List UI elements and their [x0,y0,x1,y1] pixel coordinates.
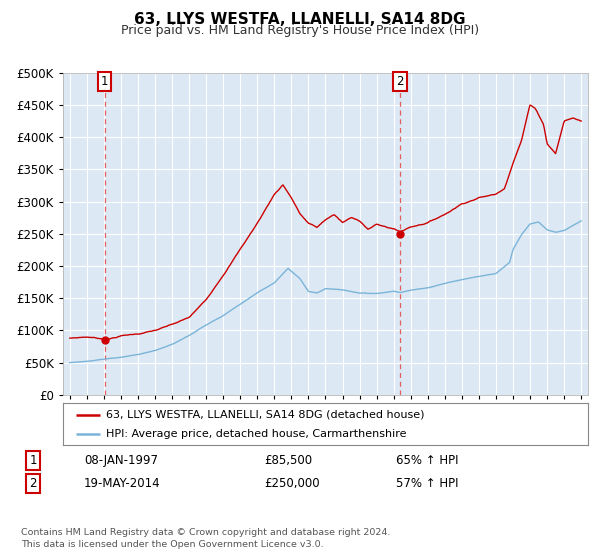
Text: Contains HM Land Registry data © Crown copyright and database right 2024.: Contains HM Land Registry data © Crown c… [21,528,391,537]
Text: 19-MAY-2014: 19-MAY-2014 [84,477,161,490]
Text: 1: 1 [29,454,37,468]
Text: Price paid vs. HM Land Registry's House Price Index (HPI): Price paid vs. HM Land Registry's House … [121,24,479,37]
Text: £85,500: £85,500 [264,454,312,468]
Text: 57% ↑ HPI: 57% ↑ HPI [396,477,458,490]
Text: HPI: Average price, detached house, Carmarthenshire: HPI: Average price, detached house, Carm… [106,429,407,439]
Text: 1: 1 [101,74,109,88]
Text: £250,000: £250,000 [264,477,320,490]
Text: 2: 2 [29,477,37,490]
Text: 08-JAN-1997: 08-JAN-1997 [84,454,158,468]
Text: This data is licensed under the Open Government Licence v3.0.: This data is licensed under the Open Gov… [21,540,323,549]
Text: 63, LLYS WESTFA, LLANELLI, SA14 8DG (detached house): 63, LLYS WESTFA, LLANELLI, SA14 8DG (det… [106,409,425,419]
Text: 2: 2 [397,74,404,88]
Text: 63, LLYS WESTFA, LLANELLI, SA14 8DG: 63, LLYS WESTFA, LLANELLI, SA14 8DG [134,12,466,27]
Text: 65% ↑ HPI: 65% ↑ HPI [396,454,458,468]
